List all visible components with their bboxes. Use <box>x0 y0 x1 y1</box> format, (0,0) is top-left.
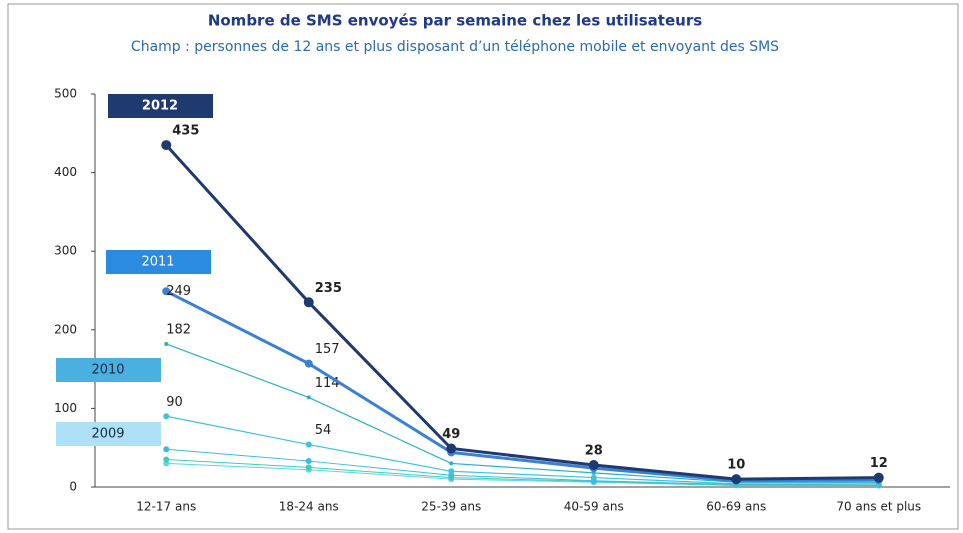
legend-label: 2009 <box>91 427 124 442</box>
data-point <box>305 458 312 465</box>
legend-label: 2010 <box>91 363 124 378</box>
series-line <box>165 289 879 483</box>
data-label: 157 <box>315 342 340 357</box>
data-point <box>446 443 457 454</box>
data-point <box>590 474 597 481</box>
series-line <box>166 343 879 483</box>
y-tick-label: 200 <box>54 322 77 336</box>
data-label: 54 <box>315 423 332 438</box>
data-label: 114 <box>315 376 340 391</box>
data-label: 28 <box>585 443 603 458</box>
data-point <box>304 359 313 368</box>
data-point <box>161 140 172 151</box>
legend-box <box>56 422 161 446</box>
y-tick-label: 400 <box>54 165 77 179</box>
data-point <box>163 456 170 463</box>
legend-box <box>56 358 161 382</box>
data-point <box>163 413 170 420</box>
data-point <box>305 464 312 471</box>
data-point <box>588 459 599 470</box>
data-point <box>305 441 312 448</box>
data-point <box>873 472 884 483</box>
x-tick-label: 60-69 ans <box>706 500 766 514</box>
data-label: 182 <box>166 322 191 337</box>
data-point <box>164 341 169 346</box>
frame <box>7 3 959 530</box>
data-label: 90 <box>166 395 183 410</box>
x-tick-label: 12-17 ans <box>136 500 196 514</box>
x-tick-label: 40-59 ans <box>564 500 624 514</box>
series-line <box>166 415 879 485</box>
y-tick-label: 0 <box>69 480 77 494</box>
data-label: 235 <box>315 281 342 296</box>
y-tick-label: 500 <box>54 87 77 101</box>
x-tick-label: 70 ans et plus <box>836 500 921 514</box>
data-point <box>162 287 171 296</box>
y-tick-label: 300 <box>54 244 77 258</box>
data-point <box>731 474 742 485</box>
data-point <box>306 395 311 400</box>
legend-label: 2011 <box>141 255 174 270</box>
x-tick-label: 18-24 ans <box>279 500 339 514</box>
data-point <box>448 468 455 475</box>
data-point <box>163 446 170 453</box>
legend-label: 2012 <box>142 99 178 114</box>
data-point <box>449 461 454 466</box>
data-label: 12 <box>870 456 888 471</box>
data-label: 435 <box>172 124 199 139</box>
data-label: 49 <box>442 427 460 442</box>
series-line <box>165 144 879 481</box>
y-tick-label: 100 <box>54 401 77 415</box>
series-line <box>166 448 879 486</box>
x-tick-label: 25-39 ans <box>421 500 481 514</box>
legend-box <box>106 250 211 274</box>
data-point <box>303 297 314 308</box>
legend-box <box>108 94 213 118</box>
chart-title: Nombre de SMS envoyés par semaine chez l… <box>208 12 702 30</box>
data-label: 10 <box>727 458 745 473</box>
chart-subtitle: Champ : personnes de 12 ans et plus disp… <box>131 39 779 55</box>
series-line <box>166 458 879 486</box>
data-label: 249 <box>166 284 191 299</box>
